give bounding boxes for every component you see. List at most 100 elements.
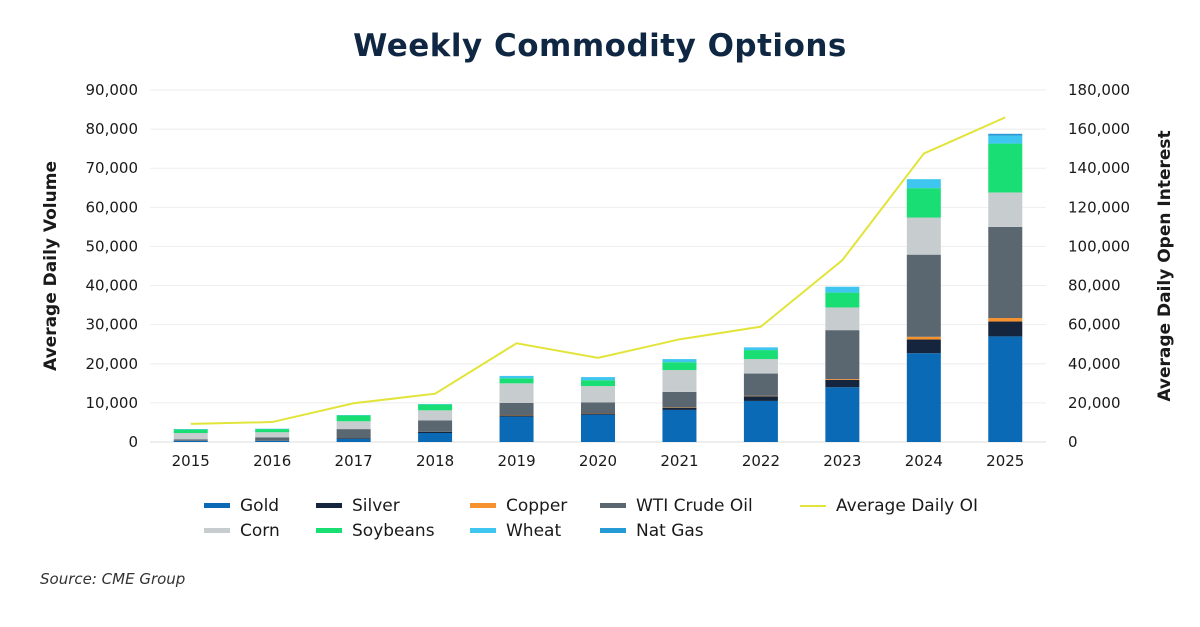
y-tick-label-5: 50,000 xyxy=(86,237,139,255)
legend-swatch-copper xyxy=(470,503,496,508)
bar-soybeans-2020 xyxy=(581,380,615,387)
legend-row-2: Corn Soybeans Wheat Nat Gas xyxy=(204,518,1064,543)
bar-corn-2022 xyxy=(743,359,778,374)
y-tick-label-4: 40,000 xyxy=(86,277,139,295)
legend-label-average-daily-oi: Average Daily OI xyxy=(836,495,979,516)
bar-wti-crude-oil-2016 xyxy=(255,437,290,441)
bar-wti-crude-oil-2021 xyxy=(662,391,697,408)
bar-silver-2017 xyxy=(336,438,371,439)
bar-copper-2024 xyxy=(906,336,941,340)
legend-label-silver: Silver xyxy=(352,495,400,516)
x-tick-label-2022: 2022 xyxy=(742,452,780,470)
bar-corn-2024 xyxy=(906,217,941,255)
bar-wti-crude-oil-2018 xyxy=(418,420,453,432)
legend-swatch-soybeans xyxy=(316,528,342,533)
legend-swatch-wti-crude-oil xyxy=(600,503,626,508)
bar-wti-crude-oil-2020 xyxy=(581,402,615,414)
legend-label-copper: Copper xyxy=(506,495,568,516)
y2-tick-label-8: 160,000 xyxy=(1068,120,1130,138)
source-note: Source: CME Group xyxy=(40,570,186,588)
bar-wheat-2025 xyxy=(988,135,1023,144)
bar-silver-2024 xyxy=(906,339,941,354)
bar-soybeans-2024 xyxy=(906,188,941,218)
bar-wti-crude-oil-2025 xyxy=(988,226,1023,319)
bar-corn-2015 xyxy=(173,433,208,440)
bar-wti-crude-oil-2024 xyxy=(906,254,941,337)
y2-tick-label-9: 180,000 xyxy=(1068,81,1130,99)
bar-silver-2018 xyxy=(418,431,453,434)
legend-item-average-daily-oi: Average Daily OI xyxy=(800,493,978,518)
legend-swatch-nat-gas xyxy=(600,528,626,533)
bar-wheat-2023 xyxy=(825,286,860,293)
bar-gold-2017 xyxy=(336,438,371,442)
bar-corn-2019 xyxy=(499,383,534,403)
legend-row-1: Gold Silver Copper WTI Crude Oil Average… xyxy=(204,493,1064,518)
x-tick-label-2019: 2019 xyxy=(497,452,535,470)
bar-gold-2019 xyxy=(499,416,534,442)
chart-canvas: 0 10,000 20,000 30,000 40,000 50,000 60,000 70,… xyxy=(41,81,1175,470)
bar-gold-2023 xyxy=(825,387,860,442)
legend-swatch-average-daily-oi xyxy=(800,504,826,507)
bar-copper-2025 xyxy=(988,318,1023,322)
bar-copper-2023 xyxy=(825,379,860,380)
x-tick-label-2025: 2025 xyxy=(986,452,1024,470)
legend-item-gold: Gold xyxy=(204,493,279,518)
legend-label-soybeans: Soybeans xyxy=(352,520,435,541)
y2-tick-label-4: 80,000 xyxy=(1068,277,1121,295)
bar-corn-2023 xyxy=(825,307,860,331)
bar-gold-2020 xyxy=(581,414,615,442)
y2-tick-label-5: 100,000 xyxy=(1068,237,1130,255)
y-tick-label-1: 10,000 xyxy=(86,394,139,412)
legend-swatch-silver xyxy=(316,503,342,508)
y-tick-label-9: 90,000 xyxy=(86,81,139,99)
x-tick-label-2024: 2024 xyxy=(905,452,943,470)
bar-gold-2015 xyxy=(173,440,208,442)
x-tick-label-2018: 2018 xyxy=(416,452,454,470)
legend-label-corn: Corn xyxy=(240,520,280,541)
legend-item-wheat: Wheat xyxy=(470,518,561,543)
legend-item-nat-gas: Nat Gas xyxy=(600,518,704,543)
legend-swatch-gold xyxy=(204,503,230,508)
bar-soybeans-2017 xyxy=(336,415,371,422)
x-tick-label-2021: 2021 xyxy=(660,452,698,470)
line-average-daily-oi xyxy=(190,116,1006,425)
bar-soybeans-2016 xyxy=(255,429,290,433)
y-tick-label-2: 20,000 xyxy=(86,355,139,373)
bar-corn-2021 xyxy=(662,370,697,392)
bar-soybeans-2015 xyxy=(173,429,208,434)
bar-corn-2020 xyxy=(581,386,615,403)
bar-gold-2022 xyxy=(743,400,778,442)
bar-silver-2021 xyxy=(662,407,697,410)
y2-tick-label-2: 40,000 xyxy=(1068,355,1121,373)
bar-corn-2016 xyxy=(255,432,290,438)
bar-gold-2025 xyxy=(988,336,1023,442)
y2-tick-label-0: 0 xyxy=(1068,433,1078,451)
legend-label-wheat: Wheat xyxy=(506,520,562,541)
bar-gold-2018 xyxy=(418,433,453,442)
bar-silver-2022 xyxy=(743,396,778,401)
bar-wti-crude-oil-2019 xyxy=(499,402,534,416)
legend-item-wti-crude-oil: WTI Crude Oil xyxy=(600,493,753,518)
y-tick-label-7: 70,000 xyxy=(86,159,139,177)
chart-title: Weekly Commodity Options xyxy=(353,28,847,64)
legend-label-nat-gas: Nat Gas xyxy=(636,520,704,541)
bar-gold-2024 xyxy=(906,353,941,442)
bar-silver-2023 xyxy=(825,379,860,388)
x-tick-label-2015: 2015 xyxy=(172,452,210,470)
bar-wti-crude-oil-2022 xyxy=(743,373,778,396)
legend-label-gold: Gold xyxy=(240,495,280,516)
y-tick-label-6: 60,000 xyxy=(86,198,139,216)
y-tick-label-0: 0 xyxy=(128,433,138,451)
legend-item-silver: Silver xyxy=(316,493,400,518)
x-tick-label-2016: 2016 xyxy=(253,452,291,470)
legend-item-corn: Corn xyxy=(204,518,280,543)
bar-soybeans-2025 xyxy=(988,143,1023,193)
legend-swatch-wheat xyxy=(470,528,496,533)
bar-wheat-2020 xyxy=(581,377,615,381)
bar-wheat-2024 xyxy=(906,179,941,189)
y-tick-label-8: 80,000 xyxy=(86,120,139,138)
bar-soybeans-2019 xyxy=(499,378,534,384)
legend-item-copper: Copper xyxy=(470,493,567,518)
bar-silver-2019 xyxy=(499,415,534,417)
bar-wti-crude-oil-2015 xyxy=(173,439,208,441)
